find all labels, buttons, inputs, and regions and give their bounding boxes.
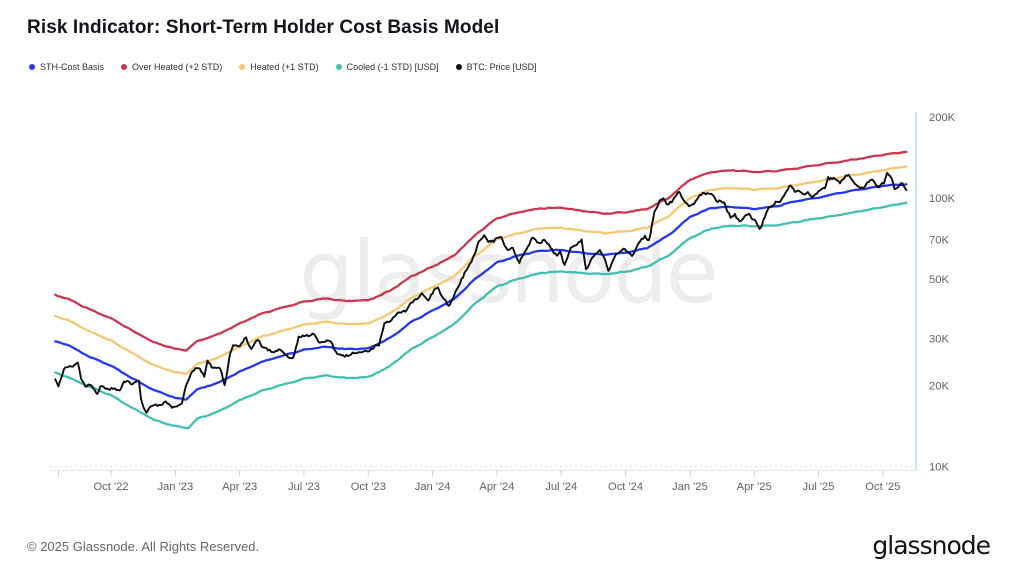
x-tick-label: Jul '23	[288, 481, 320, 493]
x-tick-label: Jan '23	[157, 481, 193, 493]
legend-label-over-heated-2std: Over Heated (+2 STD)	[132, 62, 223, 72]
y-tick-label: 10K	[929, 461, 949, 473]
legend-dot-btc-price	[455, 64, 462, 70]
x-tick-label: Apr '24	[479, 481, 514, 493]
x-tick-label: Apr '23	[222, 481, 257, 493]
legend-item-over-heated-2std[interactable]: Over Heated (+2 STD)	[121, 62, 222, 72]
legend-label-btc-price: BTC: Price [USD]	[466, 62, 537, 72]
copyright-text: © 2025 Glassnode. All Rights Reserved.	[27, 539, 260, 554]
x-tick-label: Jul '24	[545, 481, 577, 493]
x-tick-label: Jul '25	[803, 481, 835, 493]
y-tick-label: 30K	[929, 333, 949, 345]
series-btc-price-line[interactable]	[54, 171, 908, 414]
y-tick-label: 70K	[929, 235, 949, 247]
x-tick-label: Jan '25	[672, 481, 708, 493]
y-tick-label: 200K	[929, 112, 956, 124]
series-sth-cost-basis-line[interactable]	[54, 183, 908, 401]
legend-label-sth-cost-basis: STH-Cost Basis	[40, 62, 105, 72]
y-tick-label: 100K	[929, 193, 956, 205]
legend-item-cooled-minus-1std[interactable]: Cooled (-1 STD) [USD]	[335, 62, 439, 72]
x-tick-label: Apr '25	[737, 481, 772, 493]
x-tick-label: Jan '24	[415, 481, 451, 493]
x-tick-label: Oct '23	[351, 481, 386, 493]
x-tick-label: Oct '22	[93, 481, 128, 493]
series-cooled-minus-1std-line[interactable]	[54, 201, 908, 430]
series-over-heated-2std-line[interactable]	[54, 150, 908, 352]
legend-dot-sth-cost-basis	[29, 64, 35, 70]
chart-legend: STH-Cost Basis Over Heated (+2 STD) Heated…	[29, 62, 537, 72]
series-heated-1std-line[interactable]	[54, 165, 908, 376]
legend-dot-heated-1std	[239, 64, 246, 70]
legend-dot-cooled-minus-1std	[335, 64, 342, 70]
legend-label-heated-1std: Heated (+1 STD)	[250, 62, 319, 72]
x-tick-label: Oct '24	[608, 481, 643, 493]
legend-item-sth-cost-basis[interactable]: STH-Cost Basis	[29, 62, 104, 72]
glassnode-logo: glassnode	[872, 531, 991, 560]
legend-item-heated-1std[interactable]: Heated (+1 STD)	[239, 62, 319, 72]
page-title: Risk Indicator: Short-Term Holder Cost B…	[27, 17, 500, 38]
legend-label-cooled-minus-1std: Cooled (-1 STD) [USD]	[346, 62, 439, 72]
x-tick-label: Oct '25	[865, 481, 900, 493]
legend-item-btc-price[interactable]: BTC: Price [USD]	[455, 62, 537, 72]
y-tick-label: 20K	[929, 381, 949, 393]
y-tick-label: 50K	[929, 274, 949, 286]
glassnode-watermark: glassnode	[299, 223, 718, 323]
legend-dot-over-heated-2std	[121, 64, 128, 70]
